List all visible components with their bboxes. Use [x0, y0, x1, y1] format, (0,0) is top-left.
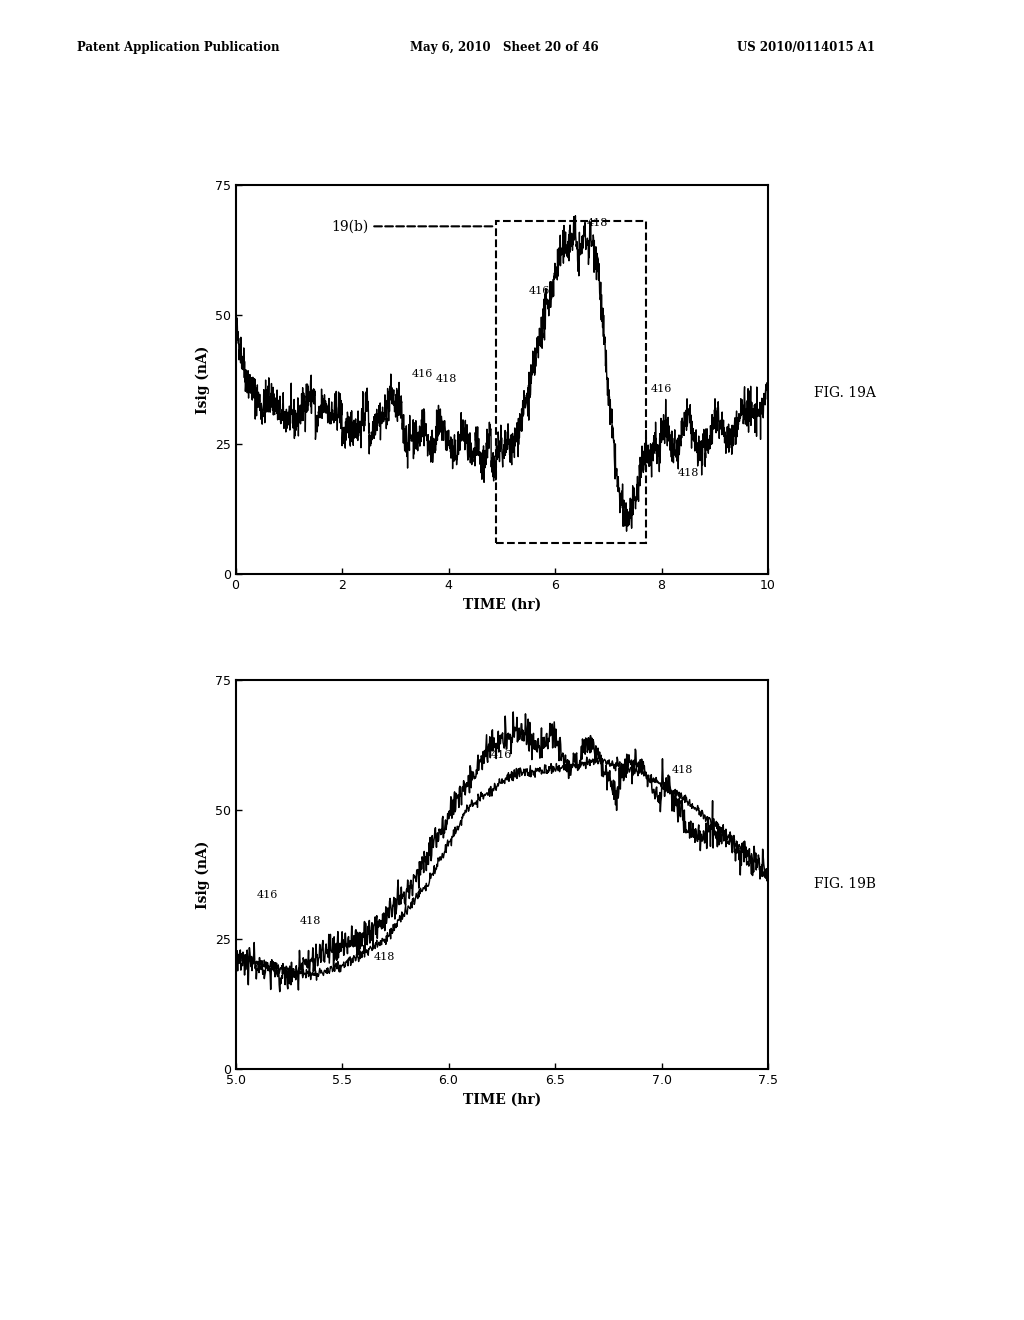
Text: 416: 416	[492, 750, 512, 760]
Text: 416: 416	[528, 286, 550, 296]
Y-axis label: Isig (nA): Isig (nA)	[197, 841, 211, 908]
Text: 418: 418	[299, 916, 321, 925]
Text: 416: 416	[651, 384, 672, 395]
Text: FIG. 19A: FIG. 19A	[814, 387, 876, 400]
Text: 416: 416	[412, 368, 432, 379]
Text: 418: 418	[435, 374, 457, 384]
X-axis label: TIME (hr): TIME (hr)	[463, 598, 541, 611]
Text: Patent Application Publication: Patent Application Publication	[77, 41, 280, 54]
X-axis label: TIME (hr): TIME (hr)	[463, 1093, 541, 1106]
Text: 418: 418	[678, 467, 698, 478]
Text: 418: 418	[587, 218, 608, 228]
Bar	[497, 222, 645, 543]
Text: 418: 418	[374, 952, 395, 962]
Text: 418: 418	[672, 766, 693, 775]
Text: 19(b): 19(b)	[332, 219, 494, 234]
Y-axis label: Isig (nA): Isig (nA)	[197, 346, 211, 413]
Text: US 2010/0114015 A1: US 2010/0114015 A1	[737, 41, 876, 54]
Text: FIG. 19B: FIG. 19B	[814, 878, 877, 891]
Text: 416: 416	[257, 890, 279, 900]
Text: May 6, 2010   Sheet 20 of 46: May 6, 2010 Sheet 20 of 46	[410, 41, 598, 54]
